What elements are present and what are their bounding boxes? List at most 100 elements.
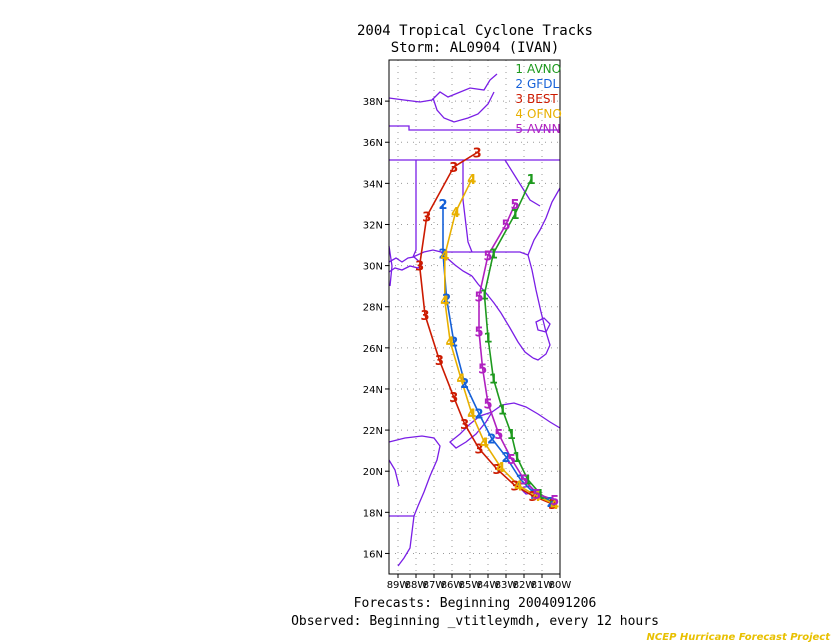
track-point-avno: 1 — [480, 288, 489, 303]
legend-entry-gfdl: 2 GFDL — [515, 77, 559, 91]
track-point-avno: 1 — [523, 473, 532, 488]
legend-entry-avnn: 5 AVNN — [515, 122, 560, 136]
boundary-ms-al — [412, 160, 417, 258]
legend-label: BEST — [527, 92, 558, 106]
track-point-ofno: 4 — [456, 373, 465, 388]
legend: 1 AVNO 2 GFDL 3 BEST 4 OFNO 5 AVNN — [515, 62, 561, 136]
x-tick-label: 82W — [513, 580, 536, 591]
track-point-gfdl: 2 — [530, 488, 539, 503]
y-tick-label: 18N — [363, 508, 383, 519]
track-avnn — [478, 203, 555, 501]
basemap — [388, 73, 561, 567]
track-point-avno: 1 — [507, 428, 516, 443]
boundary-36n — [389, 125, 560, 131]
boundary-ohio — [432, 91, 495, 123]
track-point-avnn: 5 — [550, 494, 559, 509]
x-tick-label: 89W — [387, 580, 410, 591]
track-point-avnn: 5 — [507, 453, 516, 468]
track-point-ofno: 4 — [440, 249, 449, 264]
track-point-gfdl: 2 — [460, 377, 469, 392]
track-point-best: 3 — [528, 490, 537, 505]
plot-area: 1111111111112222222222233333333333334444… — [363, 59, 572, 591]
legend-marker: 3 — [515, 92, 523, 106]
legend-entry-ofno: 4 OFNO — [515, 107, 561, 121]
track-point-avno: 1 — [483, 332, 492, 347]
track-point-avno: 1 — [489, 373, 498, 388]
track-point-best: 3 — [510, 480, 519, 495]
credit-text: NCEP Hurricane Forecast Project — [647, 632, 832, 643]
track-point-avnn: 5 — [532, 488, 541, 503]
track-point-ofno: 4 — [550, 498, 559, 513]
track-point-gfdl: 2 — [442, 292, 451, 307]
boundary-fl-north — [441, 251, 529, 256]
track-point-best: 3 — [474, 443, 483, 458]
track-point-gfdl: 2 — [501, 451, 510, 466]
track-point-avno: 1 — [498, 404, 507, 419]
y-tick-label: 38N — [363, 97, 383, 108]
track-point-avnn: 5 — [483, 397, 492, 412]
track-point-gfdl: 2 — [474, 408, 483, 423]
track-point-avnn: 5 — [474, 325, 483, 340]
x-tick-label: 85W — [459, 580, 482, 591]
coast-central-america — [389, 515, 415, 567]
track-point-best: 3 — [420, 309, 429, 324]
track-point-avno: 1 — [512, 451, 521, 466]
track-point-ofno: 4 — [496, 461, 505, 476]
track-point-best: 3 — [548, 498, 557, 513]
y-axis-ticks: 16N 18N 20N 22N 24N 26N 28N 30N 32N 34N 36N 38N — [363, 97, 389, 560]
coast-atlantic — [527, 187, 561, 256]
track-point-best: 3 — [449, 161, 458, 176]
y-tick-label: 26N — [363, 344, 383, 355]
track-point-avno: 1 — [536, 488, 545, 503]
track-point-avno: 1 — [510, 208, 519, 223]
track-point-ofno: 4 — [514, 480, 523, 495]
track-point-ofno: 4 — [480, 436, 489, 451]
track-point-ofno: 4 — [446, 336, 455, 351]
track-point-avnn: 5 — [478, 362, 487, 377]
boundary-al-ga — [462, 160, 473, 253]
coast-mexico — [388, 245, 400, 487]
coast-yucatan — [388, 435, 441, 517]
chart-title: 2004 Tropical Cyclone Tracks — [357, 23, 593, 39]
x-tick-label: 80W — [549, 580, 572, 591]
coast-gulf-north — [412, 249, 473, 277]
track-point-gfdl: 2 — [546, 496, 555, 511]
y-tick-label: 28N — [363, 303, 383, 314]
track-point-gfdl: 2 — [438, 247, 447, 262]
track-point-ofno: 4 — [467, 173, 476, 188]
y-tick-label: 30N — [363, 262, 383, 273]
track-point-avnn: 5 — [483, 249, 492, 264]
x-tick-label: 81W — [531, 580, 554, 591]
observed-note: Observed: Beginning _vtitleymdh, every 1… — [291, 614, 659, 629]
track-avno — [483, 178, 552, 503]
x-tick-label: 87W — [423, 580, 446, 591]
legend-marker: 1 — [515, 62, 523, 76]
y-tick-label: 32N — [363, 220, 383, 231]
track-point-avnn: 5 — [519, 473, 528, 488]
track-point-ofno: 4 — [532, 490, 541, 505]
track-point-best: 3 — [422, 210, 431, 225]
track-point-gfdl: 2 — [438, 198, 447, 213]
legend-label: AVNO — [527, 62, 561, 76]
track-point-best: 3 — [435, 354, 444, 369]
track-point-avno: 1 — [489, 247, 498, 262]
legend-label: OFNO — [527, 107, 562, 121]
x-tick-label: 83W — [495, 580, 518, 591]
track-point-ofno: 4 — [467, 408, 476, 423]
legend-marker: 5 — [515, 122, 523, 136]
track-point-avnn: 5 — [501, 218, 510, 233]
chart-subtitle: Storm: AL0904 (IVAN) — [391, 40, 560, 56]
track-point-best: 3 — [460, 418, 469, 433]
x-tick-label: 86W — [441, 580, 464, 591]
track-point-best: 3 — [492, 463, 501, 478]
track-point-best: 3 — [415, 260, 424, 275]
y-tick-label: 22N — [363, 426, 383, 437]
x-tick-label: 88W — [405, 580, 428, 591]
track-point-avnn: 5 — [494, 428, 503, 443]
track-point-gfdl: 2 — [487, 432, 496, 447]
storm-tracks — [418, 151, 555, 505]
y-tick-label: 16N — [363, 549, 383, 560]
coast-louisiana — [388, 256, 423, 273]
